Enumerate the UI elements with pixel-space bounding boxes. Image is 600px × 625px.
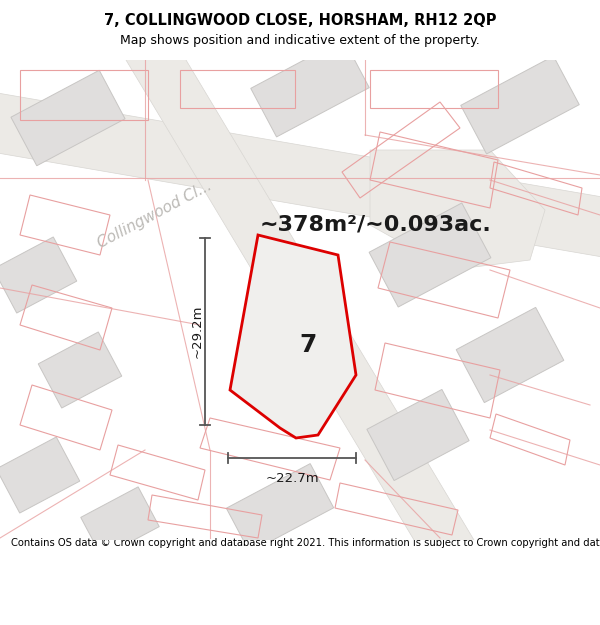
Polygon shape: [38, 332, 122, 408]
Text: 7: 7: [299, 333, 317, 357]
Polygon shape: [251, 39, 369, 137]
Text: ~22.7m: ~22.7m: [265, 472, 319, 485]
Text: ~29.2m: ~29.2m: [191, 305, 203, 358]
Polygon shape: [0, 237, 77, 313]
Text: 7, COLLINGWOOD CLOSE, HORSHAM, RH12 2QP: 7, COLLINGWOOD CLOSE, HORSHAM, RH12 2QP: [104, 13, 496, 28]
Polygon shape: [226, 464, 334, 552]
Polygon shape: [0, 437, 80, 513]
Polygon shape: [0, 90, 600, 260]
Text: Collingwood Cl...: Collingwood Cl...: [95, 179, 214, 251]
Text: Contains OS data © Crown copyright and database right 2021. This information is : Contains OS data © Crown copyright and d…: [11, 538, 600, 548]
Text: ~378m²/~0.093ac.: ~378m²/~0.093ac.: [260, 215, 492, 235]
Polygon shape: [367, 389, 469, 481]
Polygon shape: [81, 487, 159, 557]
Text: Map shows position and indicative extent of the property.: Map shows position and indicative extent…: [120, 34, 480, 47]
Polygon shape: [120, 50, 480, 550]
Polygon shape: [461, 56, 579, 154]
Polygon shape: [369, 203, 491, 307]
Polygon shape: [11, 70, 125, 166]
Polygon shape: [230, 235, 356, 438]
Polygon shape: [370, 150, 545, 270]
Polygon shape: [456, 308, 564, 402]
